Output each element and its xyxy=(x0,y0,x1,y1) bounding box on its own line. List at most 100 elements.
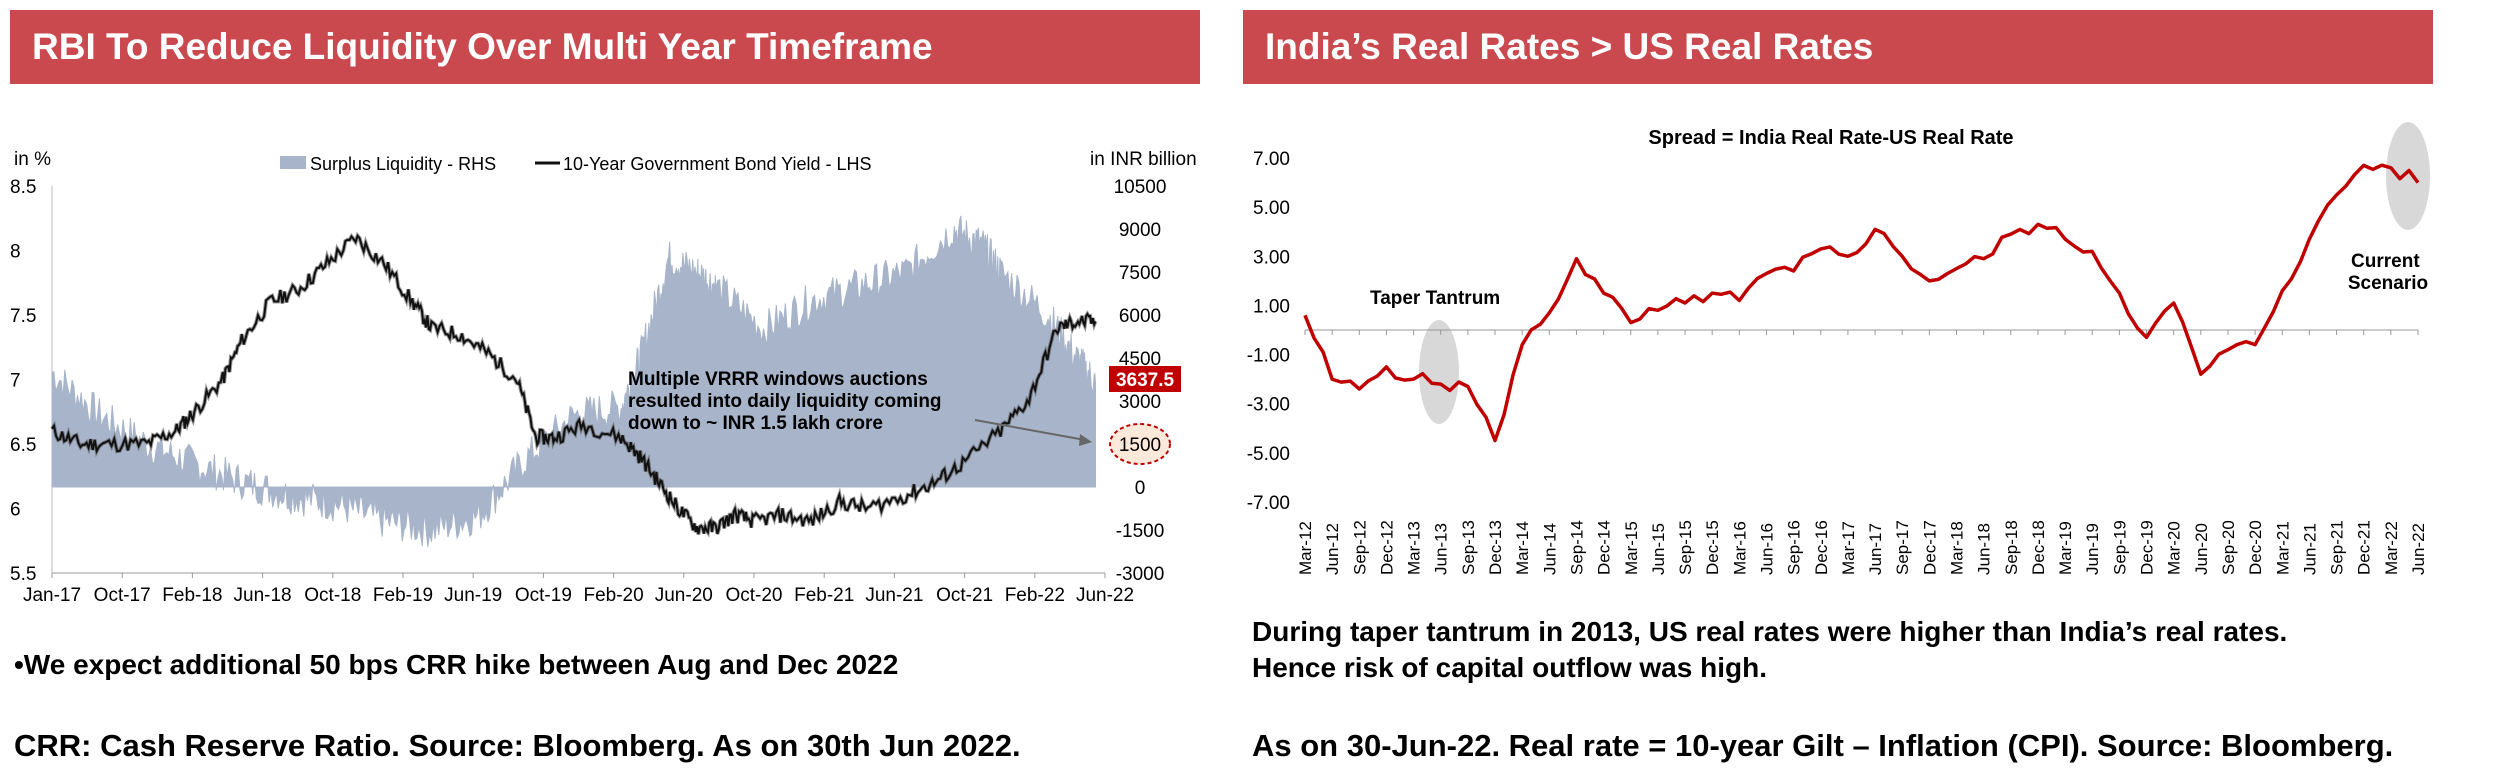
x-tick-label: Oct-21 xyxy=(936,585,993,606)
x-tick-label: Dec-18 xyxy=(2029,520,2048,575)
right-y-tick-label: 6000 xyxy=(1119,306,1161,327)
x-tick-label: Jun-13 xyxy=(1432,523,1451,575)
right-y-tick-label: 3000 xyxy=(1119,392,1161,413)
x-tick-label: Dec-14 xyxy=(1595,520,1614,575)
x-tick-label: Dec-20 xyxy=(2246,520,2265,575)
vrrr-annotation-text: Multiple VRRR windows auctions resulted … xyxy=(628,369,947,434)
x-tick-label: Mar-20 xyxy=(2165,521,2184,575)
x-tick-label: Sep-16 xyxy=(1785,520,1804,575)
x-tick-label: Sep-19 xyxy=(2110,520,2129,575)
x-tick-label: Jun-20 xyxy=(655,585,713,606)
x-tick-label: Feb-21 xyxy=(794,585,854,606)
x-tick-label: Feb-18 xyxy=(162,585,222,606)
x-tick-label: Mar-19 xyxy=(2056,521,2075,575)
left-y-tick-label: 7.5 xyxy=(10,306,36,327)
x-tick-label: Sep-14 xyxy=(1567,520,1586,575)
x-tick-label: Mar-17 xyxy=(1839,521,1858,575)
current-scenario-label: Current Scenario xyxy=(2348,251,2428,294)
left-panel-title: RBI To Reduce Liquidity Over Multi Year … xyxy=(10,10,1200,84)
x-tick-label: Jun-19 xyxy=(444,585,502,606)
vrrr-annotation: Multiple VRRR windows auctions resulted … xyxy=(628,369,1092,446)
x-tick-label: Oct-20 xyxy=(725,585,782,606)
x-tick-label: Jun-14 xyxy=(1540,523,1559,575)
target-liquidity-value: 1500 xyxy=(1119,435,1161,456)
x-tick-label: Jun-17 xyxy=(1866,523,1885,575)
left-footnote: CRR: Cash Reserve Ratio. Source: Bloombe… xyxy=(14,728,1021,763)
left-y-tick-label: 8.5 xyxy=(10,177,36,198)
right-panel-title: India’s Real Rates > US Real Rates xyxy=(1243,10,2433,84)
x-tick-label: Oct-19 xyxy=(515,585,572,606)
legend-swatch-liquidity xyxy=(280,156,306,169)
y-tick-label: -1.00 xyxy=(1247,346,1290,367)
left-axis-label: in % xyxy=(14,149,51,170)
vrrr-arrowhead xyxy=(1079,434,1092,446)
x-tick-label: Jun-18 xyxy=(1975,523,1994,575)
right-y-tick-label: 9000 xyxy=(1119,220,1161,241)
right-y-tick-label: 7500 xyxy=(1119,263,1161,284)
x-tick-label: Jan-17 xyxy=(23,585,81,606)
y-tick-label: 1.00 xyxy=(1253,296,1290,317)
vrrr-arrow xyxy=(974,419,1086,441)
taper-note-line2: Hence risk of capital outflow was high. xyxy=(1252,652,1767,683)
spread-chart-title: Spread = India Real Rate-US Real Rate xyxy=(1648,127,2013,149)
x-tick-label: Oct-17 xyxy=(94,585,151,606)
latest-liquidity-badge xyxy=(1109,366,1181,392)
right-y-tick-label: -3000 xyxy=(1116,564,1165,585)
x-tick-label: Jun-12 xyxy=(1323,523,1342,575)
x-tick-label: Sep-18 xyxy=(2002,520,2021,575)
legend-label-liquidity: Surplus Liquidity - RHS xyxy=(310,154,496,174)
x-tick-label: Mar-14 xyxy=(1513,521,1532,575)
x-tick-label: Jun-21 xyxy=(865,585,923,606)
y-tick-label: 5.00 xyxy=(1253,198,1290,219)
x-tick-label: Jun-21 xyxy=(2300,523,2319,575)
x-tick-label: Mar-12 xyxy=(1296,521,1315,575)
x-tick-label: Dec-21 xyxy=(2355,520,2374,575)
bond-yield-line xyxy=(51,233,1097,535)
x-tick-label: Sep-13 xyxy=(1459,520,1478,575)
liquidity-yield-chart: in % in INR billion Surplus Liquidity - … xyxy=(10,149,1197,606)
x-tick-label: Mar-15 xyxy=(1622,521,1641,575)
latest-liquidity-value: 3637.5 xyxy=(1116,370,1175,391)
x-tick-label: Mar-16 xyxy=(1730,521,1749,575)
x-tick-label: Dec-15 xyxy=(1703,520,1722,575)
x-tick-label: Sep-12 xyxy=(1350,520,1369,575)
right-y-tick-label: 10500 xyxy=(1114,177,1167,198)
left-y-tick-label: 5.5 xyxy=(10,564,36,585)
y-tick-label: -5.00 xyxy=(1247,444,1290,465)
x-tick-label: Mar-18 xyxy=(1948,521,1967,575)
x-tick-label: Sep-21 xyxy=(2328,520,2347,575)
right-y-tick-label: 4500 xyxy=(1119,349,1161,370)
x-tick-label: Feb-20 xyxy=(583,585,643,606)
left-y-tick-label: 6 xyxy=(10,500,21,521)
x-tick-label: Dec-17 xyxy=(1920,520,1939,575)
left-y-tick-label: 8 xyxy=(10,242,21,263)
x-tick-label: Oct-18 xyxy=(304,585,361,606)
x-tick-label: Feb-22 xyxy=(1005,585,1065,606)
x-tick-label: Dec-19 xyxy=(2138,520,2157,575)
x-tick-label: Dec-16 xyxy=(1812,520,1831,575)
x-tick-label: Jun-16 xyxy=(1757,523,1776,575)
x-tick-label: Jun-18 xyxy=(234,585,292,606)
x-tick-label: Mar-21 xyxy=(2273,521,2292,575)
taper-tantrum-ellipse xyxy=(1419,320,1459,424)
x-tick-label: Dec-13 xyxy=(1486,520,1505,575)
right-y-tick-label: -1500 xyxy=(1116,521,1165,542)
x-tick-label: Jun-22 xyxy=(1076,585,1134,606)
spread-line xyxy=(1303,163,2420,443)
left-y-tick-label: 6.5 xyxy=(10,435,36,456)
right-axis-label: in INR billion xyxy=(1090,149,1197,170)
y-tick-label: -3.00 xyxy=(1247,395,1290,416)
taper-tantrum-label: Taper Tantrum xyxy=(1370,288,1500,309)
taper-note-line1: During taper tantrum in 2013, US real ra… xyxy=(1252,616,2288,647)
target-liquidity-circle xyxy=(1109,423,1171,465)
x-tick-label: Mar-22 xyxy=(2382,521,2401,575)
left-y-tick-label: 7 xyxy=(10,371,21,392)
legend-label-yield: 10-Year Government Bond Yield - LHS xyxy=(563,154,872,174)
crr-bullet-note: •We expect additional 50 bps CRR hike be… xyxy=(14,649,899,680)
right-footnote: As on 30-Jun-22. Real rate = 10-year Gil… xyxy=(1252,728,2394,763)
y-tick-label: 7.00 xyxy=(1253,149,1290,170)
x-tick-label: Jun-22 xyxy=(2409,523,2428,575)
y-tick-label: 3.00 xyxy=(1253,247,1290,268)
x-tick-label: Mar-13 xyxy=(1405,521,1424,575)
x-tick-label: Dec-12 xyxy=(1377,520,1396,575)
